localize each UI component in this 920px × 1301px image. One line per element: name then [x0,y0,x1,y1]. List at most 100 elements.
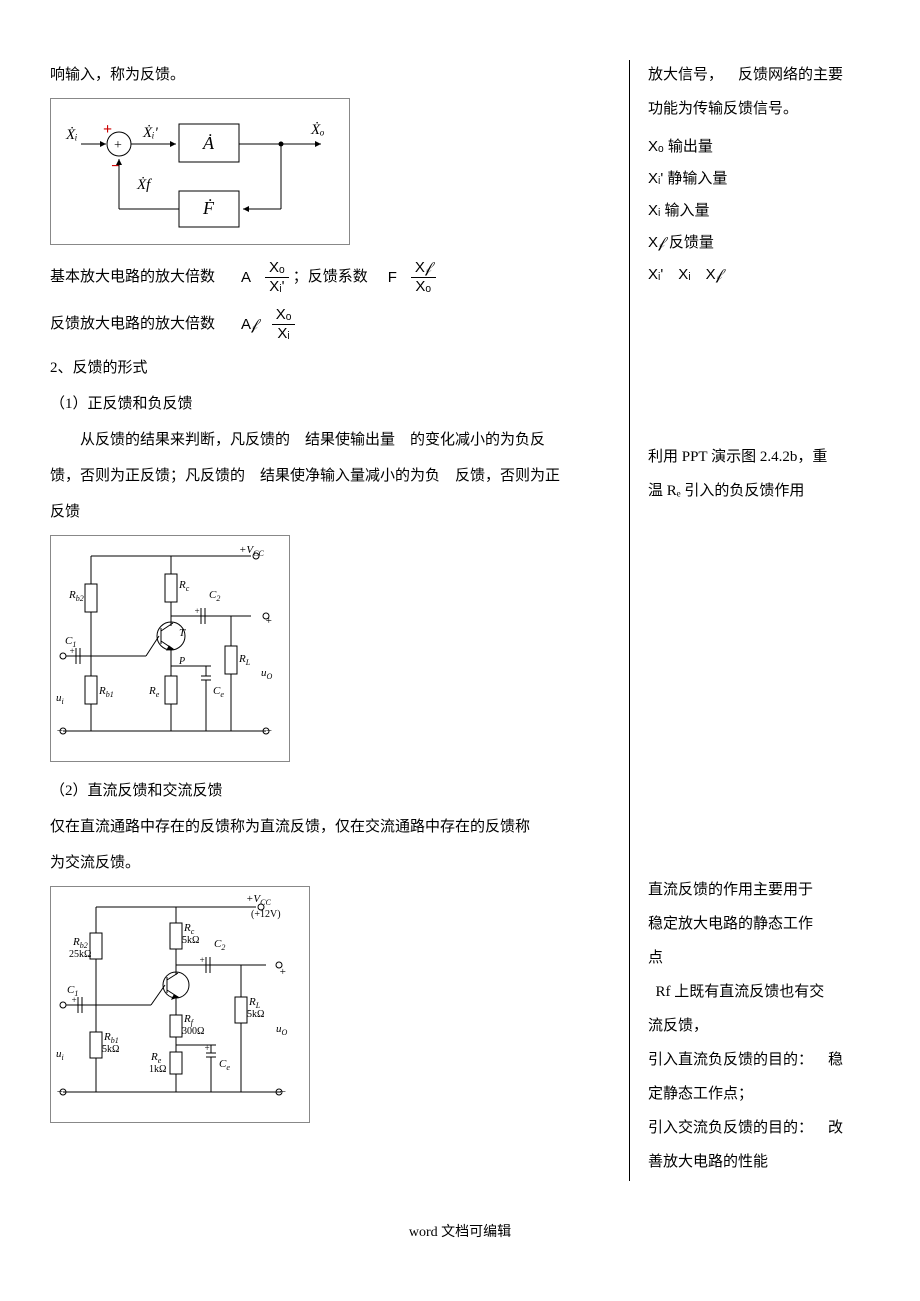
formula-basic-gain: 基本放大电路的放大倍数 A Xₒ Xᵢ' ；反馈系数 F X𝒻 Xₒ [50,259,609,296]
circuit-diagram-1: +VCC Rc C2 Rb2 C1 T P RL uO ui Rb1 Re Ce… [50,535,290,762]
formula2-A: A𝒻 [241,314,258,335]
label-F: Ḟ [202,198,215,218]
side-column: 放大信号， 反馈网络的主要 功能为传输反馈信号。 Xₒ 输出量 Xᵢ' 静输入量… [630,60,870,1181]
f1d: Xᵢ' [265,278,288,296]
c1-uis: i [62,697,64,706]
c2-m1: − [56,1086,63,1098]
side-p3c: 点 [648,943,870,973]
label-xi: Ẋᵢ [65,127,78,143]
svg-text:C2: C2 [209,589,220,603]
c1-p3: + [265,615,272,627]
xo-def: Xₒ 输出量 [648,132,870,162]
side-p3a: 直流反馈的作用主要用于 [648,875,870,905]
xip-def: Xᵢ' 静输入量 [648,164,870,194]
label-xo: Ẋₒ [310,122,324,138]
c1-rb1s: b1 [106,690,114,699]
c2-rcv: 5kΩ [182,935,199,946]
formula1-mid: ；反馈系数 [293,267,368,288]
c2-vcc: +V [246,893,261,905]
f2n: X𝒻 [411,259,436,277]
c2-uos: O [282,1028,288,1037]
side-p2a: 利用 PPT 演示图 2.4.2b，重 [648,442,870,472]
label-xip: Ẋᵢ' [142,125,159,141]
f1n: Xₒ [265,259,289,277]
c1-p1: + [194,606,200,616]
c1-m2: − [265,725,272,737]
c1-c2s: 2 [216,594,220,603]
c2-rb1v: 5kΩ [102,1044,119,1055]
side-p3d: Rf 上既有直流反馈也有交 [648,977,870,1007]
c1-res: e [156,690,160,699]
sec2-1-body1: 从反馈的结果来判断，凡反馈的 结果使输出量 的变化减小的为负反 [50,425,609,455]
side-p3h: 引入交流负反馈的目的： 改 [648,1113,870,1143]
sec2-2-body1: 仅在直流通路中存在的反馈称为直流反馈，仅在交流通路中存在的反馈称 [50,812,609,842]
side-p3g: 定静态工作点； [648,1079,870,1109]
f2d: Xₒ [411,278,435,296]
c1-ces: e [220,690,224,699]
c2-p4: + [204,1043,210,1053]
svg-text:Rb2: Rb2 [72,936,88,950]
c2-p1: + [199,955,205,965]
c2-vccs: CC [260,898,271,907]
xi-def: Xᵢ 输入量 [648,196,870,226]
c2-rev: 1kΩ [149,1064,166,1075]
svg-text:Rb1: Rb1 [98,685,114,699]
svg-text:Rb1: Rb1 [103,1031,119,1045]
c1-vcc: +V [239,544,254,556]
c1-rcs: c [186,584,190,593]
c1-rb2s: b2 [76,594,84,603]
side-p3e: 流反馈， [648,1011,870,1041]
label-xf: Ẋf [136,177,152,193]
svg-text:Rc: Rc [183,922,195,936]
svg-text:C2: C2 [214,938,225,952]
svg-text:Re: Re [150,1051,162,1065]
svg-text:+VCC: +VCC [239,544,264,558]
formula2-frac: Xₒ Xᵢ [272,306,296,343]
c1-m1: − [56,725,63,737]
svg-text:ui: ui [56,692,64,706]
side-p2b: 温 Rₑ 引入的负反馈作用 [648,476,870,506]
svg-text:Rc: Rc [178,579,190,593]
c2-rb2v: 25kΩ [69,949,91,960]
c2-ces: e [226,1063,230,1072]
opening-line: 响输入，称为反馈。 [50,60,609,90]
formula1-F: F [388,267,397,288]
sec2-1-title: （1）正反馈和负反馈 [50,389,609,419]
svg-text:Ce: Ce [219,1058,230,1072]
formula2-label: 反馈放大电路的放大倍数 [50,314,215,335]
side-p3b: 稳定放大电路的静态工作 [648,909,870,939]
svg-text:RL: RL [248,996,261,1010]
c2-rfv: 300Ω [182,1026,204,1037]
c2-rlv: 5kΩ [247,1009,264,1020]
c1-T: T [179,627,186,639]
svg-text:RL: RL [238,653,251,667]
formula1-label: 基本放大电路的放大倍数 [50,267,215,288]
c2-m2: − [279,1086,286,1098]
formula1-frac1: Xₒ Xᵢ' [265,259,289,296]
formula1-A: A [241,267,251,288]
sec2-1-body2: 馈，否则为正反馈；凡反馈的 结果使净输入量减小的为负 反馈，否则为正 [50,461,609,491]
c2-p2: + [71,995,77,1005]
side-p1a: 放大信号， 反馈网络的主要 [648,60,870,90]
sec2-title: 2、反馈的形式 [50,353,609,383]
svg-text:+VCC: +VCC [246,893,271,907]
c1-p2: + [69,646,75,656]
side-p1b: 功能为传输反馈信号。 [648,94,870,124]
sec2-1-body3: 反馈 [50,497,609,527]
label-A: Ȧ [202,133,215,153]
side-p3i: 善放大电路的性能 [648,1147,870,1177]
svg-text:ui: ui [56,1048,64,1062]
c2-vccv: (+12V) [251,909,281,920]
c1-P: P [178,656,185,667]
c2-p3: + [279,966,286,978]
c2-c2s: 2 [221,943,225,952]
svg-text:+: + [114,138,122,153]
sec2-2-body2: 为交流反馈。 [50,848,609,878]
f3n: Xₒ [272,306,296,324]
svg-text:uO: uO [261,667,273,681]
page-footer: word 文档可编辑 [0,1221,920,1241]
c1-uos: O [267,672,273,681]
svg-text:Rb2: Rb2 [68,589,84,603]
side-p3f: 引入直流负反馈的目的： 稳 [648,1045,870,1075]
main-column: 响输入，称为反馈。 Ẋᵢ + + − Ẋᵢ' Ȧ Ẋₒ [50,60,630,1181]
